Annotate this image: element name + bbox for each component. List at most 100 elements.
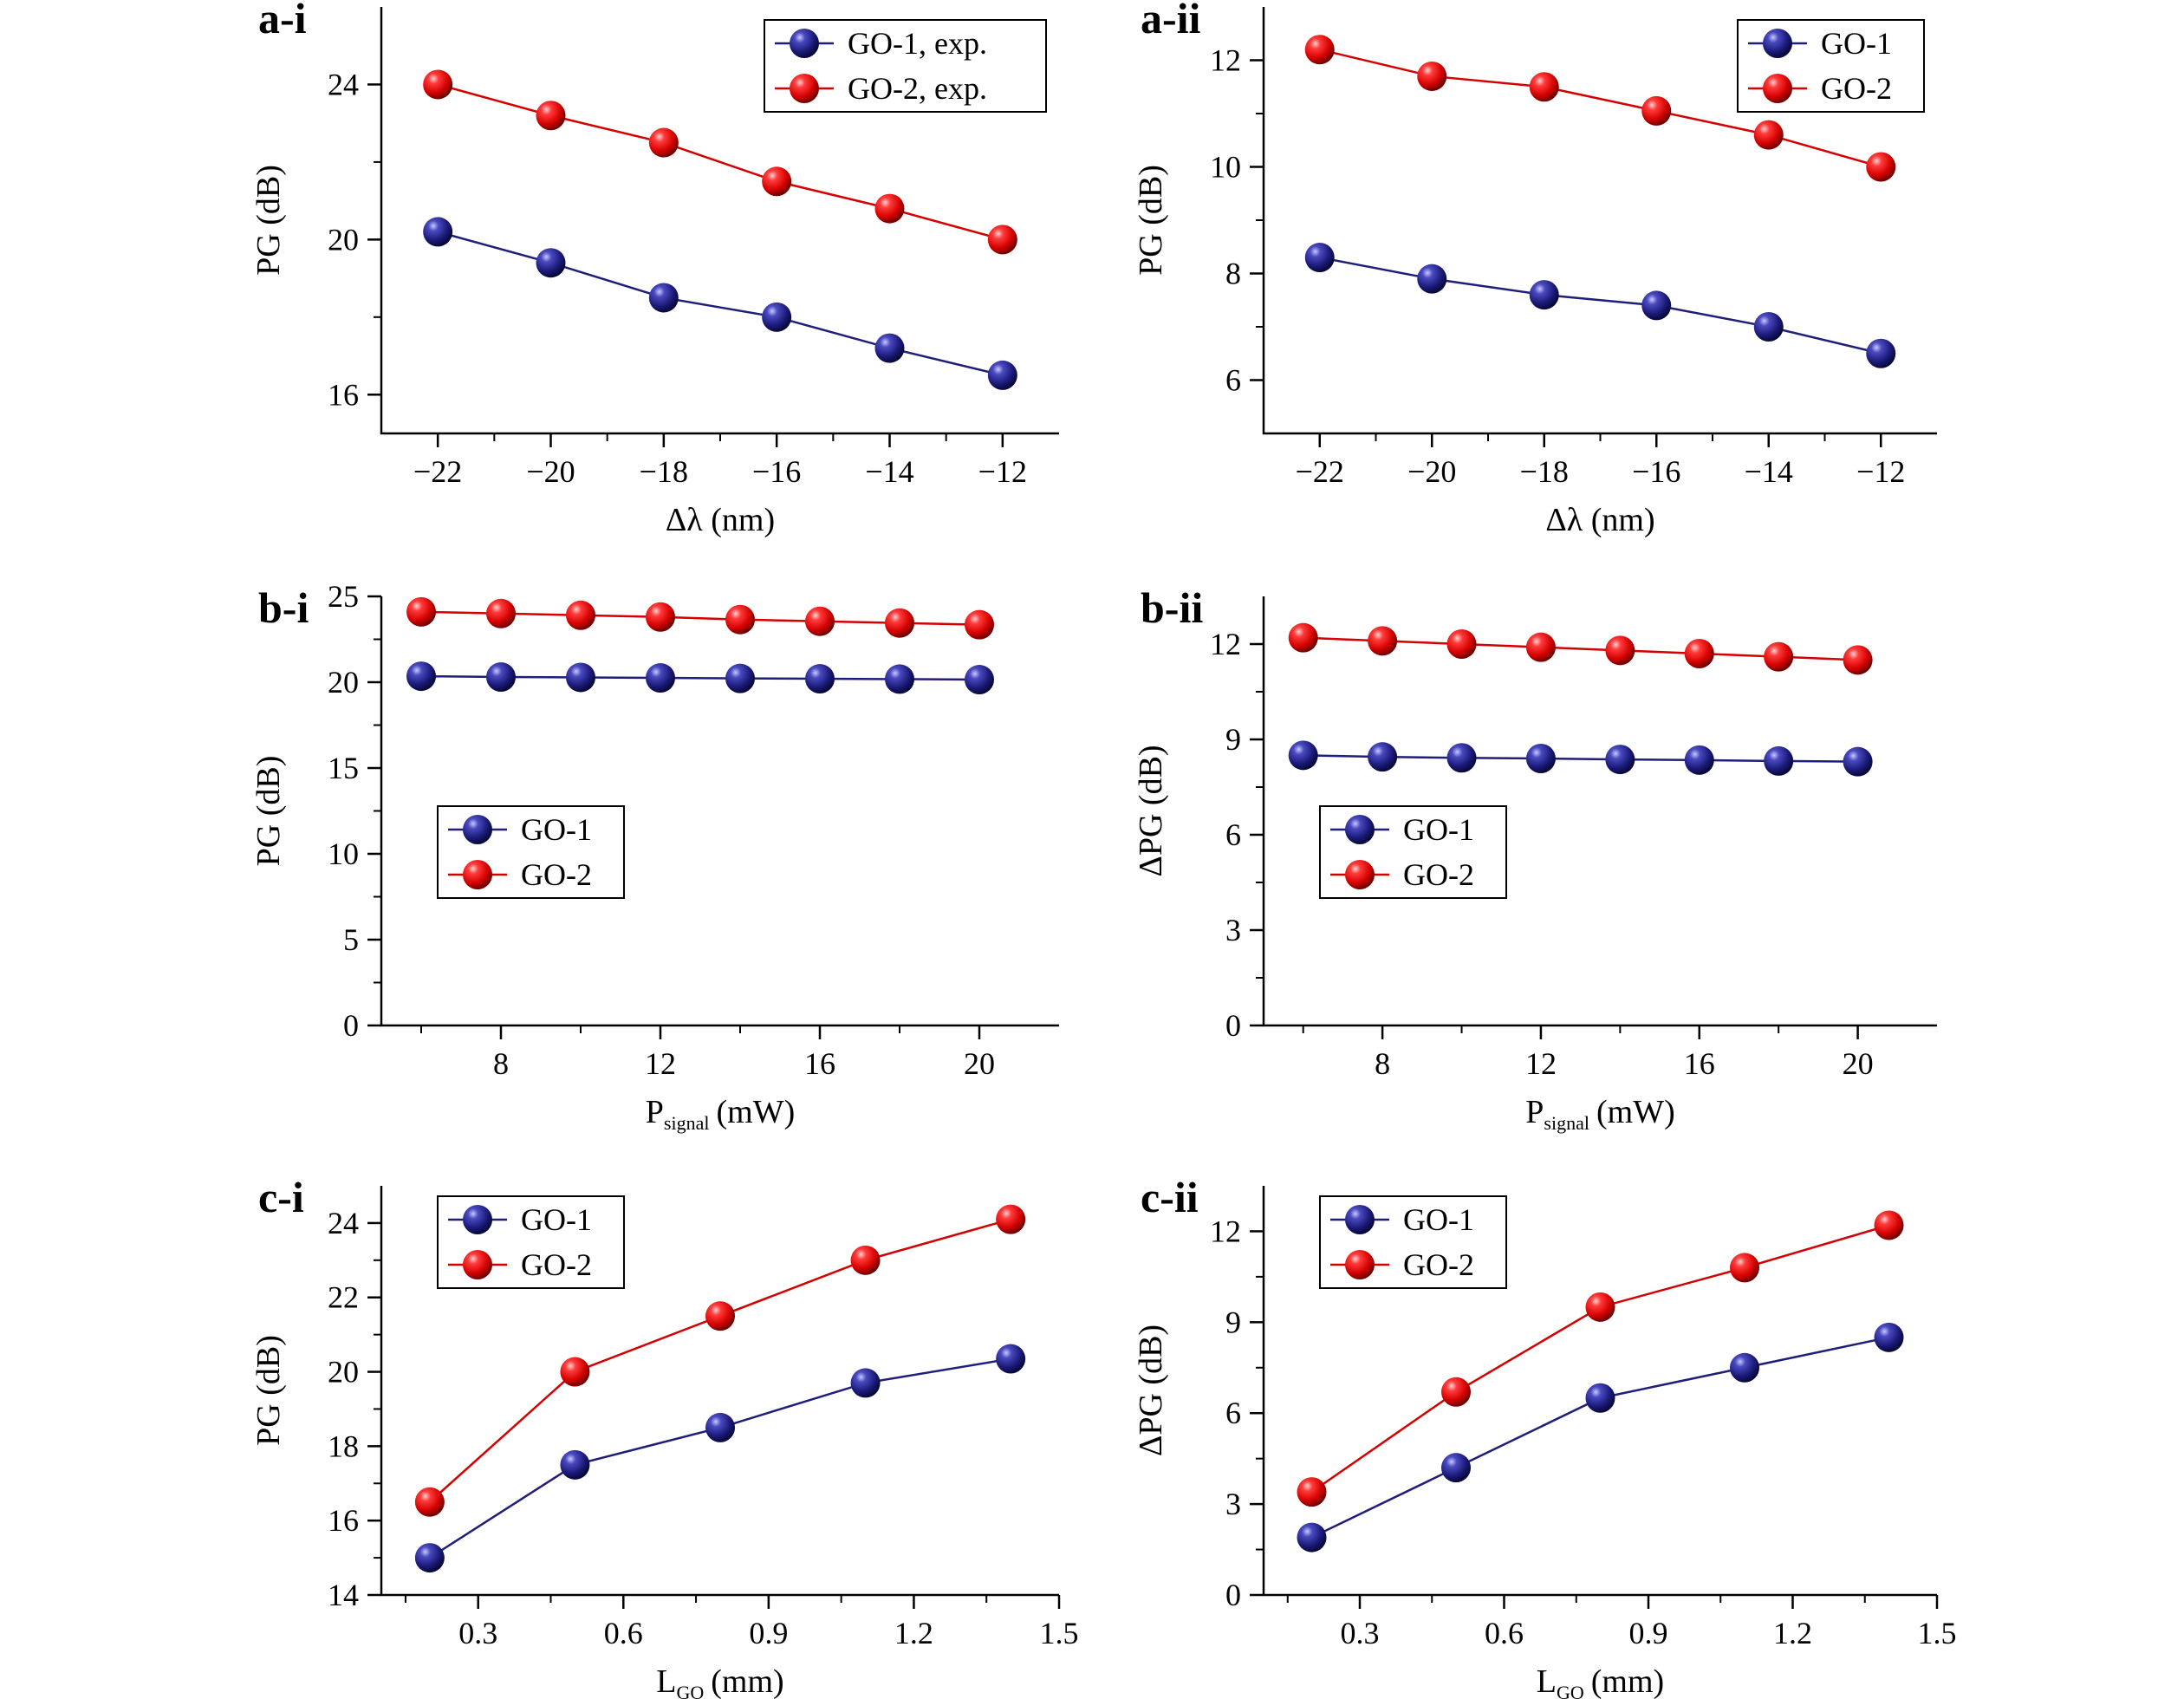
x-axis-label: LGO (mm) bbox=[1537, 1663, 1664, 1699]
data-point bbox=[805, 606, 835, 636]
x-tick-label: 0.3 bbox=[458, 1616, 497, 1650]
legend-label: GO-1 bbox=[1403, 812, 1474, 847]
series-go-2 bbox=[1288, 622, 1873, 675]
data-point bbox=[1368, 626, 1398, 656]
y-tick-label: 12 bbox=[1210, 627, 1241, 661]
data-point bbox=[1297, 1522, 1327, 1553]
y-axis-label: PG (dB) bbox=[1133, 165, 1169, 276]
series-go-1-exp- bbox=[423, 217, 1017, 390]
data-point bbox=[486, 662, 516, 693]
legend-marker bbox=[463, 815, 492, 844]
legend-label: GO-2 bbox=[521, 857, 592, 892]
data-point bbox=[648, 283, 679, 313]
x-tick-label: 0.6 bbox=[604, 1616, 643, 1650]
x-tick-label: −12 bbox=[978, 454, 1027, 489]
data-point bbox=[762, 302, 792, 332]
legend-marker bbox=[1763, 29, 1792, 58]
x-tick-label: 1.2 bbox=[1773, 1616, 1812, 1650]
x-tick-label: −18 bbox=[640, 454, 688, 489]
legend-label: GO-2 bbox=[1821, 71, 1892, 106]
x-axis-label-unit: (mW) bbox=[716, 1094, 795, 1130]
y-tick-label: 16 bbox=[328, 1503, 359, 1538]
series-line bbox=[1310, 1336, 1889, 1539]
legend: GO-1 GO-2 bbox=[1319, 1195, 1507, 1289]
y-tick-label: 24 bbox=[328, 1206, 359, 1240]
data-point bbox=[762, 166, 792, 197]
panel-a-i: −22 −20 −18 −16 −14 −12 16 20 24 a-i PG (dB) Δλ (nm… bbox=[250, 0, 1059, 538]
data-point bbox=[1304, 243, 1335, 273]
data-point bbox=[987, 360, 1017, 390]
y-tick-label: 9 bbox=[1225, 722, 1241, 757]
y-tick-label: 5 bbox=[343, 922, 359, 957]
legend: GO-1 GO-2 bbox=[1319, 805, 1507, 899]
data-point bbox=[1730, 1253, 1759, 1283]
x-tick-label: −14 bbox=[1745, 454, 1793, 489]
data-point bbox=[965, 609, 994, 640]
data-point bbox=[850, 1245, 881, 1275]
panel-label: a-i bbox=[258, 0, 307, 42]
data-point bbox=[885, 608, 914, 638]
data-point bbox=[566, 600, 595, 630]
y-tick-label: 20 bbox=[328, 1355, 359, 1390]
x-axis-label-unit: (mm) bbox=[1591, 1663, 1664, 1699]
y-tick-label: 0 bbox=[343, 1008, 359, 1043]
y-tick-label: 0 bbox=[1225, 1008, 1241, 1043]
y-tick-label: 14 bbox=[328, 1578, 359, 1612]
y-tick-label: 10 bbox=[328, 836, 359, 871]
data-point bbox=[648, 127, 679, 158]
data-point bbox=[1874, 1210, 1904, 1240]
series-go-1 bbox=[1288, 740, 1873, 777]
data-point bbox=[414, 1543, 445, 1573]
y-tick-label: 8 bbox=[1225, 257, 1241, 291]
legend-marker bbox=[463, 1250, 492, 1279]
data-point bbox=[874, 193, 905, 224]
legend-marker bbox=[790, 29, 819, 58]
x-tick-label: 0.3 bbox=[1341, 1616, 1380, 1650]
x-tick-label: 0.9 bbox=[749, 1616, 788, 1650]
y-tick-label: 25 bbox=[328, 579, 359, 614]
data-point bbox=[705, 1412, 735, 1442]
data-point bbox=[1304, 35, 1335, 65]
x-axis-label-subscript: GO bbox=[1557, 1682, 1584, 1699]
series-line bbox=[1319, 256, 1882, 355]
series-line bbox=[437, 83, 1004, 241]
data-point bbox=[1446, 629, 1477, 659]
data-point bbox=[1585, 1292, 1615, 1322]
data-point bbox=[1525, 744, 1556, 773]
data-point bbox=[560, 1449, 590, 1480]
legend-label: GO-1 bbox=[1821, 26, 1892, 61]
x-tick-label: −14 bbox=[865, 454, 913, 489]
data-point bbox=[1368, 742, 1398, 772]
data-point bbox=[646, 663, 675, 693]
x-axis-label: Δλ (nm) bbox=[1545, 502, 1654, 538]
legend: GO-1 GO-2 bbox=[437, 805, 625, 899]
x-axis-label-main: P bbox=[1525, 1094, 1544, 1130]
y-tick-label: 24 bbox=[328, 67, 359, 101]
data-point bbox=[414, 1487, 445, 1517]
data-point bbox=[1866, 338, 1896, 368]
y-tick-label: 12 bbox=[1210, 43, 1241, 78]
panel-b-i: 8 12 16 20 0 5 10 15 20 25 b-i PG (dB) Psignal (mW) GO… bbox=[250, 579, 1059, 1134]
data-point bbox=[1866, 152, 1896, 182]
data-point bbox=[1764, 641, 1794, 672]
data-point bbox=[406, 661, 436, 692]
data-point bbox=[885, 664, 914, 694]
panel-label: a-ii bbox=[1141, 0, 1201, 42]
x-tick-label: −18 bbox=[1520, 454, 1569, 489]
data-point bbox=[566, 662, 595, 693]
data-point bbox=[996, 1344, 1026, 1374]
legend-label: GO-1 bbox=[521, 812, 592, 847]
x-tick-label: 8 bbox=[1375, 1046, 1390, 1081]
legend-marker bbox=[790, 74, 819, 103]
data-point bbox=[1417, 61, 1447, 91]
x-tick-label: 20 bbox=[964, 1046, 995, 1081]
data-point bbox=[1641, 290, 1672, 321]
panel-c-ii: 0.3 0.6 0.9 1.2 1.5 0 3 6 9 12 c-ii ΔPG (dB) LGO (mm)… bbox=[1133, 1173, 1957, 1699]
x-axis-label: LGO (mm) bbox=[656, 1663, 783, 1699]
legend-marker bbox=[1345, 815, 1375, 844]
series-go-1 bbox=[1304, 243, 1896, 368]
data-point bbox=[1684, 639, 1714, 668]
y-tick-label: 0 bbox=[1225, 1578, 1241, 1612]
